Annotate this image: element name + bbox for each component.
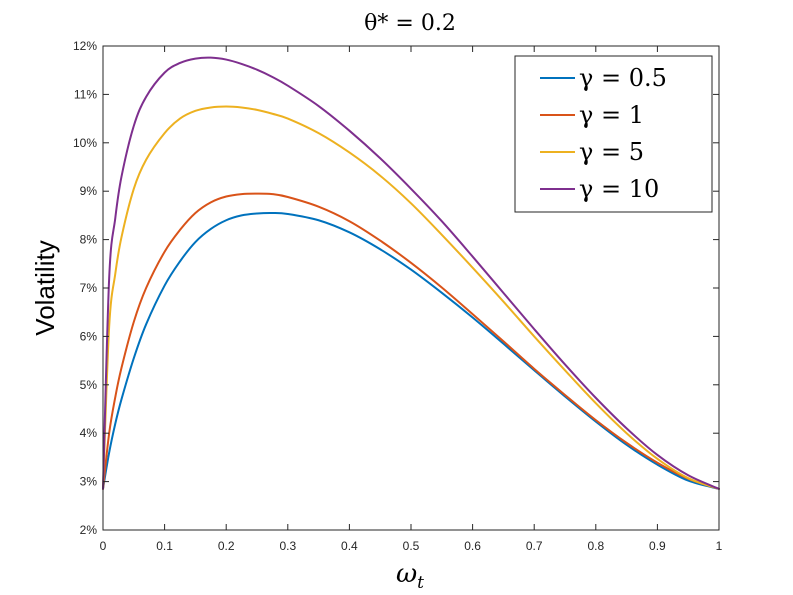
y-tick-label: 9%: [80, 184, 98, 198]
y-tick-label: 3%: [80, 475, 98, 489]
y-tick-label: 8%: [80, 233, 98, 247]
legend-label: γ = 5: [579, 138, 644, 166]
legend-box: [514, 55, 713, 213]
y-tick-label: 7%: [80, 281, 98, 295]
series-line-2: [102, 192, 720, 490]
y-tick-label: 12%: [73, 39, 97, 53]
x-tick-label: 0.1: [156, 539, 173, 553]
y-axis-ticks: 2% 3% 4% 5% 6% 7% 8% 9% 10% 11% 12%: [73, 39, 719, 537]
legend: γ = 0.5 γ = 1 γ = 5 γ = 10: [514, 55, 713, 213]
series-line-1: [102, 211, 720, 490]
y-tick-label: 10%: [73, 136, 97, 150]
x-axis-label: ωt: [396, 559, 424, 593]
y-tick-label: 5%: [80, 378, 98, 392]
legend-label: γ = 1: [579, 101, 644, 129]
x-tick-label: 0.5: [403, 539, 420, 553]
y-tick-label: 4%: [80, 426, 98, 440]
y-axis-label: Volatility: [30, 240, 60, 335]
x-tick-label: 0: [100, 539, 107, 553]
series-line-3: [102, 105, 720, 490]
chart-title: θ* = 0.2: [364, 11, 456, 36]
legend-label: γ = 0.5: [579, 64, 667, 92]
x-axis-label-main: ω: [396, 559, 417, 589]
x-axis-ticks: 0 0.1 0.2 0.3 0.4 0.5 0.6 0.7 0.8 0.9 1: [100, 46, 723, 553]
x-tick-label: 0.8: [587, 539, 604, 553]
legend-label: γ = 10: [579, 175, 659, 203]
x-tick-label: 0.9: [649, 539, 666, 553]
x-tick-label: 0.3: [279, 539, 296, 553]
series-line-4: [102, 56, 720, 490]
x-axis-label-subscript: t: [417, 573, 424, 593]
x-tick-label: 0.7: [526, 539, 543, 553]
x-tick-label: 0.4: [341, 539, 358, 553]
y-tick-label: 6%: [80, 329, 98, 343]
x-tick-label: 1: [716, 539, 723, 553]
y-tick-label: 11%: [74, 87, 97, 101]
y-tick-label: 2%: [80, 523, 98, 537]
x-tick-label: 0.2: [218, 539, 235, 553]
x-tick-label: 0.6: [464, 539, 481, 553]
series-group: [102, 56, 720, 490]
